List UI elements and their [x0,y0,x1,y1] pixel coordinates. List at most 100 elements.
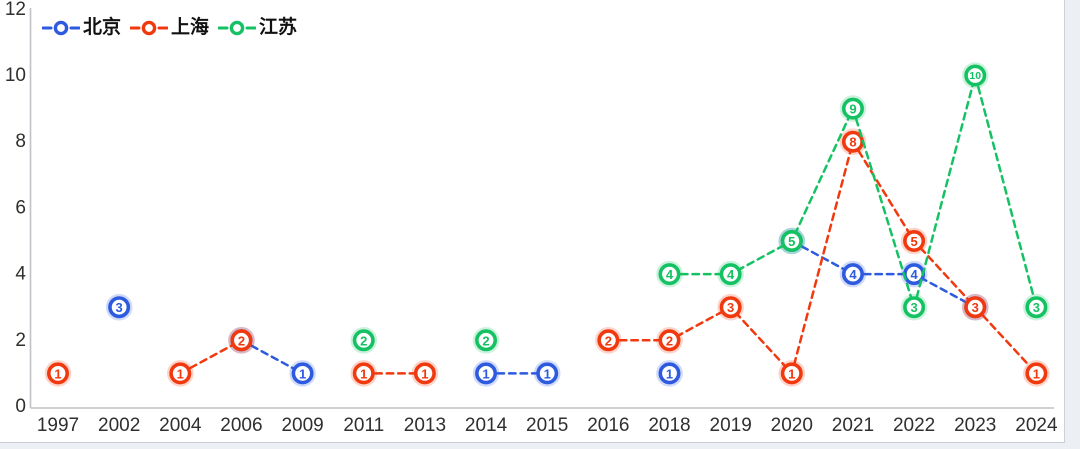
data-point-marker-shanghai[interactable]: 1 [411,360,439,387]
marker-value-label: 3 [910,300,917,315]
marker-halo [595,326,622,354]
marker-ring [1025,362,1048,385]
data-point-marker-shanghai[interactable]: 5 [900,227,928,255]
chart-legend: 北京 上海 江苏 [42,16,297,40]
data-point-marker-jiangsu[interactable]: 10 [961,62,989,89]
marker-value-label: 1 [1033,366,1040,381]
data-point-marker-shanghai[interactable]: 1 [167,360,194,387]
marker-ring [46,362,69,385]
data-point-marker-shanghai[interactable]: 3 [717,293,744,321]
marker-ring [658,263,681,286]
data-point-marker-shanghai[interactable]: 1 [778,360,806,387]
marker-ring [1025,296,1048,319]
data-point-marker-shanghai[interactable]: 2 [228,326,255,354]
x-tick-label: 2009 [281,415,323,436]
marker-ring [658,362,681,385]
marker-ring [291,362,314,385]
y-tick-label: 4 [15,264,26,285]
marker-value-label: 2 [666,333,673,348]
marker-value-label: 4 [727,267,735,282]
data-point-marker-beijing[interactable]: 1 [289,360,316,387]
data-point-marker-jiangsu[interactable]: 3 [1023,293,1050,321]
data-point-marker-shanghai[interactable]: 3 [961,293,989,321]
legend-item-jiangsu[interactable]: 江苏 [218,16,297,40]
legend-item-beijing[interactable]: 北京 [42,16,121,40]
marker-halo [900,227,928,255]
x-tick-label: 2019 [710,415,752,436]
data-point-marker-shanghai[interactable]: 1 [44,360,72,387]
x-tick-label: 2020 [771,415,813,436]
data-point-marker-jiangsu[interactable]: 3 [900,293,928,321]
y-tick-label: 0 [15,396,26,417]
marker-halo [961,293,989,321]
series-beijing: 3 2 1 1 1 1 5 4 4 3 [105,227,989,387]
x-tick-label: 2024 [1015,415,1058,436]
marker-ring [841,97,864,120]
marker-halo [717,293,744,321]
data-point-marker-beijing[interactable]: 1 [656,360,683,387]
data-point-marker-jiangsu[interactable]: 5 [778,227,806,255]
data-point-marker-beijing[interactable]: 3 [105,293,133,321]
marker-value-label: 5 [788,234,795,249]
legend-item-shanghai[interactable]: 上海 [130,16,209,40]
marker-halo [839,95,867,122]
x-tick-label: 2013 [404,415,446,436]
marker-ring [964,64,987,87]
marker-halo [228,326,255,354]
legend-label-jiangsu: 江苏 [259,17,298,38]
marker-value-label: 2 [238,333,245,348]
marker-ring [780,362,803,385]
marker-halo [533,360,561,387]
series-jiangsu: 2 2 4 4 5 9 3 10 3 [350,62,1050,354]
data-point-marker-beijing[interactable]: 1 [472,360,500,387]
marker-ring [597,329,620,352]
marker-value-label: 4 [666,267,674,282]
x-tick-label: 2011 [343,415,384,436]
marker-ring [658,329,681,352]
data-point-marker-jiangsu[interactable]: 2 [350,326,378,354]
data-point-marker-jiangsu[interactable]: 9 [839,95,867,122]
marker-value-label: 9 [849,102,856,117]
marker-value-label: 1 [788,366,795,381]
marker-halo [350,326,378,354]
data-point-marker-shanghai[interactable]: 2 [595,326,622,354]
legend-marker-icon-beijing [42,20,80,36]
legend-ring-icon [141,20,157,36]
data-point-marker-beijing[interactable]: 4 [839,260,867,288]
marker-halo [961,293,989,321]
marker-halo [350,360,378,387]
data-point-marker-shanghai[interactable]: 1 [1023,360,1050,387]
x-tick-label: 2018 [648,415,690,436]
x-tick-label: 2006 [220,415,262,436]
marker-halo [839,128,867,155]
marker-value-label: 5 [910,234,917,249]
y-tick-label: 2 [15,330,26,351]
marker-ring [108,296,131,319]
marker-halo [411,360,439,387]
data-point-marker-shanghai[interactable]: 1 [350,360,378,387]
x-tick-label: 1997 [37,415,79,436]
marker-halo [105,293,133,321]
marker-halo [472,326,500,354]
x-tick-label: 2022 [893,415,935,436]
marker-halo [839,260,867,288]
marker-ring [475,362,498,385]
marker-value-label: 4 [849,267,857,282]
data-point-marker-jiangsu[interactable]: 4 [656,260,683,288]
marker-value-label: 3 [972,300,979,315]
series-line-beijing [240,339,304,375]
marker-halo [717,260,744,288]
data-point-marker-jiangsu[interactable]: 4 [717,260,744,288]
marker-halo [472,360,500,387]
data-point-marker-jiangsu[interactable]: 2 [472,326,500,354]
legend-label-beijing: 北京 [83,17,122,38]
legend-ring-icon [53,20,69,36]
data-point-marker-beijing[interactable]: 1 [533,360,561,387]
marker-ring [536,362,559,385]
data-point-marker-shanghai[interactable]: 2 [656,326,683,354]
marker-ring [903,296,926,319]
marker-halo [1023,293,1050,321]
marker-value-label: 1 [299,366,306,381]
y-tick-label: 12 [5,0,26,20]
